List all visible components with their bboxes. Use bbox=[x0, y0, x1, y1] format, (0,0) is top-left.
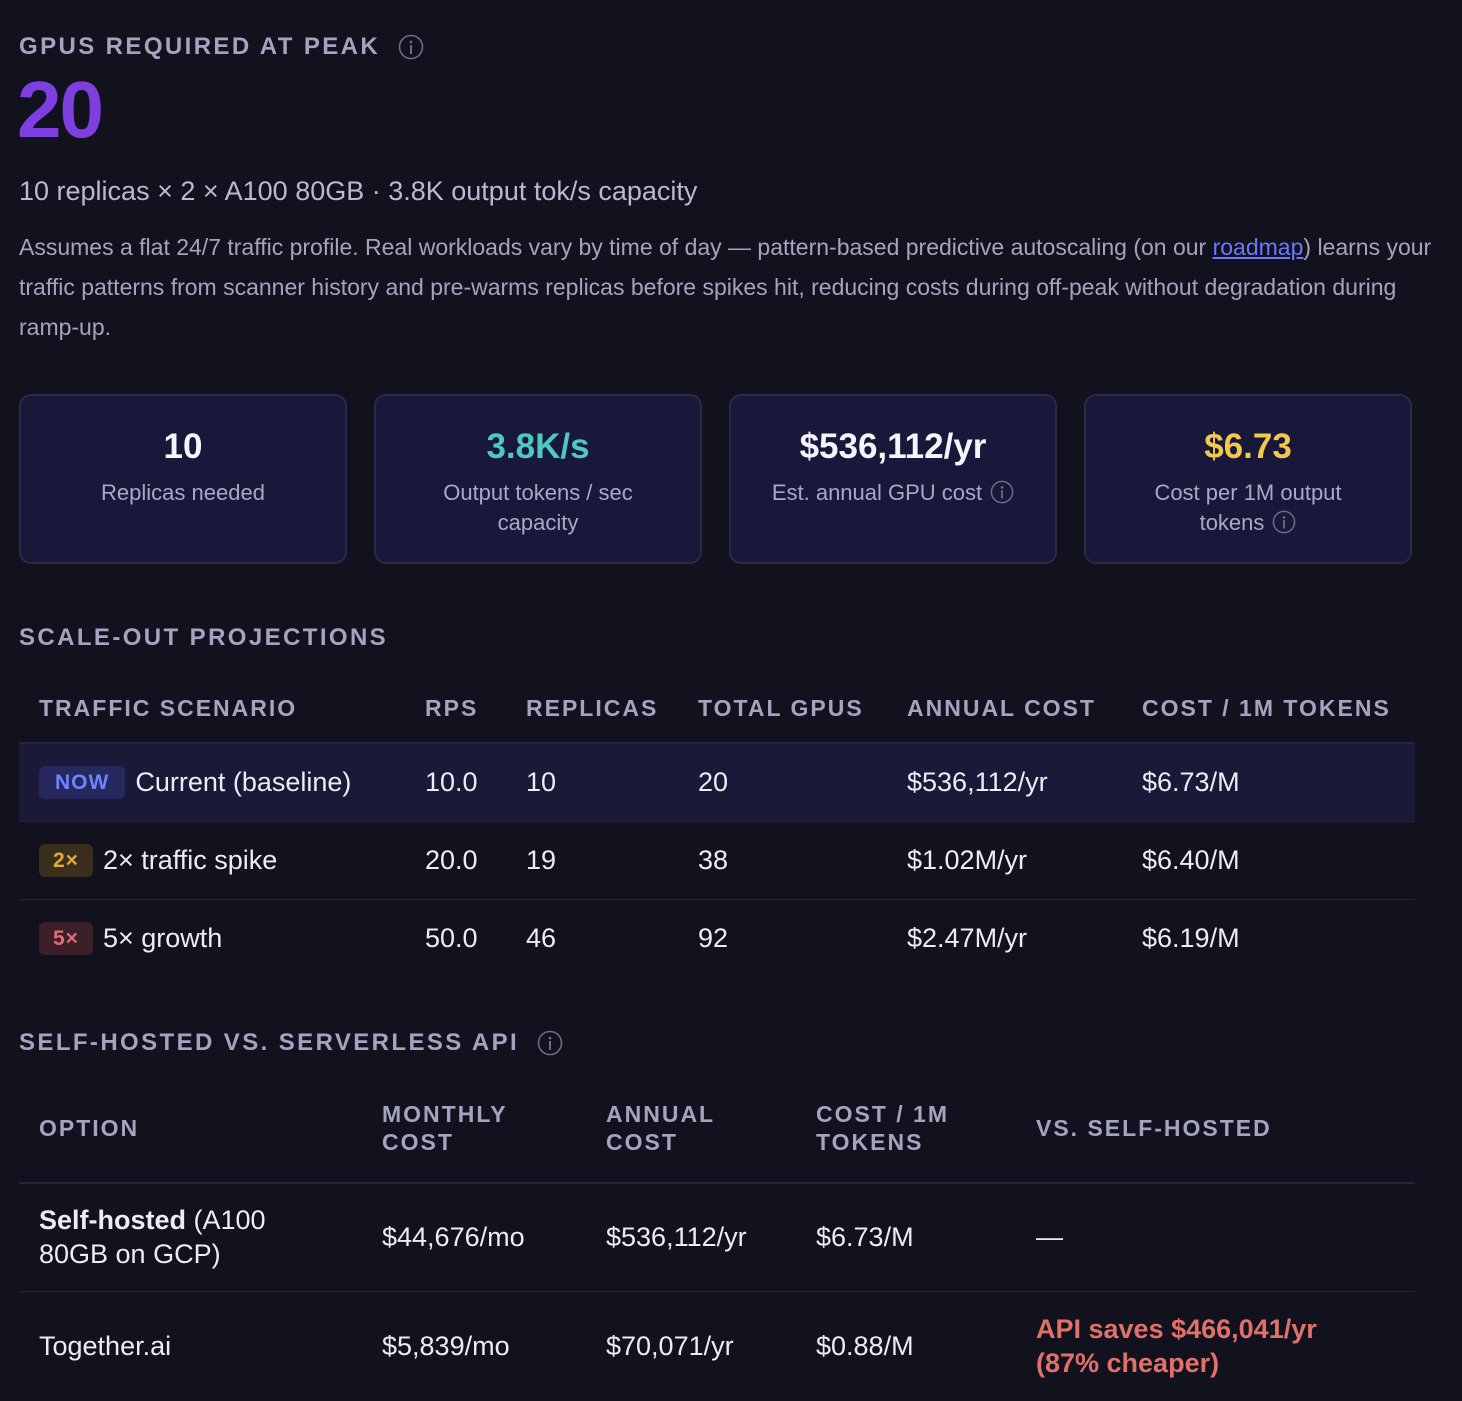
column-header[interactable]: COST / 1M TOKENS bbox=[796, 1073, 1016, 1184]
annual-cost-cell: $536,112/yr bbox=[907, 766, 1048, 797]
stat-card-cost-per-million: $6.73 Cost per 1M output tokens bbox=[1084, 394, 1412, 564]
info-icon[interactable] bbox=[1272, 510, 1296, 534]
annual-cost-cell: $70,071/yr bbox=[606, 1331, 734, 1362]
scenario-cell: 2× 2× traffic spike bbox=[19, 821, 405, 899]
stat-label-text: Cost per 1M output tokens bbox=[1154, 480, 1342, 535]
cost-per-million-cell: $6.73/M bbox=[816, 1222, 914, 1253]
roadmap-link[interactable]: roadmap bbox=[1212, 234, 1304, 260]
column-header[interactable]: VS. SELF-HOSTED bbox=[1016, 1073, 1415, 1184]
rps-cell: 20.0 bbox=[425, 844, 478, 875]
table-row: NOW Current (baseline) 10.0 10 20 $536,1… bbox=[19, 743, 1415, 821]
traffic-assumption-note: Assumes a flat 24/7 traffic profile. Rea… bbox=[19, 227, 1439, 347]
table-header-row: TRAFFIC SCENARIO RPS REPLICAS TOTAL GPUS… bbox=[19, 673, 1415, 744]
column-header[interactable]: ANNUAL COST bbox=[887, 673, 1122, 744]
info-icon[interactable] bbox=[537, 1030, 563, 1056]
stat-value: 10 bbox=[163, 427, 203, 466]
column-header[interactable]: COST / 1M TOKENS bbox=[1122, 673, 1415, 744]
cost-per-million-cell: $6.40/M bbox=[1142, 844, 1240, 875]
column-header[interactable]: OPTION bbox=[19, 1073, 362, 1184]
stat-label: Replicas needed bbox=[48, 478, 318, 508]
total-gpus-cell: 38 bbox=[698, 844, 729, 875]
scale-out-table: TRAFFIC SCENARIO RPS REPLICAS TOTAL GPUS… bbox=[19, 673, 1415, 977]
total-gpus-cell: 20 bbox=[698, 766, 729, 797]
rps-cell: 50.0 bbox=[425, 922, 478, 953]
column-header[interactable]: MONTHLY COST bbox=[362, 1073, 586, 1184]
monthly-cost-cell: $5,839/mo bbox=[382, 1331, 510, 1362]
scenario-cell: 5× 5× growth bbox=[19, 899, 405, 977]
column-header[interactable]: REPLICAS bbox=[506, 673, 678, 744]
scenario-name: 5× growth bbox=[102, 922, 223, 953]
table-row: 2× 2× traffic spike 20.0 19 38 $1.02M/yr… bbox=[19, 821, 1415, 899]
multiplier-badge: 2× bbox=[39, 843, 93, 877]
table-row: Self-hosted (A100 80GB on GCP) $44,676/m… bbox=[19, 1183, 1415, 1291]
vs-self-hosted-cell: API saves $466,041/yr (87% cheaper) bbox=[1016, 1291, 1415, 1401]
option-cell: Together.ai bbox=[39, 1331, 172, 1362]
table-row: 5× 5× growth 50.0 46 92 $2.47M/yr $6.19/… bbox=[19, 899, 1415, 977]
cost-per-million-cell: $0.88/M bbox=[816, 1331, 914, 1362]
stat-label-text: Replicas needed bbox=[101, 480, 265, 505]
cost-per-million-cell: $6.73/M bbox=[1142, 766, 1240, 797]
stat-card-annual-cost: $536,112/yr Est. annual GPU cost bbox=[729, 394, 1057, 564]
scale-out-title: SCALE-OUT PROJECTIONS bbox=[19, 624, 388, 652]
note-text-after: ) learns your traffic patterns from scan… bbox=[19, 234, 1432, 340]
gpu-config-subtitle: 10 replicas × 2 × A100 80GB · 3.8K outpu… bbox=[19, 176, 698, 206]
scale-out-title-text: SCALE-OUT PROJECTIONS bbox=[19, 624, 389, 651]
api-compare-table: OPTION MONTHLY COST ANNUAL COST COST / 1… bbox=[19, 1073, 1415, 1401]
column-header[interactable]: TOTAL GPUS bbox=[678, 673, 887, 744]
table-header-row: OPTION MONTHLY COST ANNUAL COST COST / 1… bbox=[19, 1073, 1415, 1184]
stat-label-text: Est. annual GPU cost bbox=[771, 480, 983, 505]
option-detail: (A100 80GB on GCP) bbox=[39, 1205, 266, 1270]
annual-cost-cell: $1.02M/yr bbox=[907, 844, 1028, 875]
gpu-count-value: 20 bbox=[17, 65, 104, 154]
note-text-before: Assumes a flat 24/7 traffic profile. Rea… bbox=[19, 234, 1213, 260]
column-header[interactable]: RPS bbox=[405, 673, 506, 744]
api-compare-title: SELF-HOSTED VS. SERVERLESS API bbox=[19, 1029, 520, 1056]
gpus-required-label: GPUS REQUIRED AT PEAK bbox=[19, 33, 424, 61]
stat-label: Output tokens / sec capacity bbox=[403, 478, 673, 538]
stat-value: $6.73 bbox=[1204, 427, 1292, 466]
info-icon[interactable] bbox=[398, 34, 424, 60]
now-badge: NOW bbox=[39, 765, 126, 799]
stat-value: $536,112/yr bbox=[799, 427, 987, 466]
info-icon[interactable] bbox=[990, 480, 1014, 504]
annual-cost-cell: $536,112/yr bbox=[606, 1222, 747, 1253]
scenario-cell: NOW Current (baseline) bbox=[19, 743, 405, 821]
gpus-required-title: GPUS REQUIRED AT PEAK bbox=[19, 33, 381, 60]
option-name: Self-hosted bbox=[39, 1205, 187, 1236]
stat-card-throughput: 3.8K/s Output tokens / sec capacity bbox=[374, 394, 702, 564]
rps-cell: 10.0 bbox=[425, 766, 478, 797]
vs-self-hosted-cell: — bbox=[1036, 1222, 1063, 1253]
column-header[interactable]: TRAFFIC SCENARIO bbox=[19, 673, 405, 744]
replicas-cell: 19 bbox=[526, 844, 557, 875]
column-header[interactable]: ANNUAL COST bbox=[586, 1073, 796, 1184]
table-row: Together.ai $5,839/mo $70,071/yr $0.88/M… bbox=[19, 1291, 1415, 1401]
scenario-name: Current (baseline) bbox=[135, 766, 352, 797]
monthly-cost-cell: $44,676/mo bbox=[382, 1222, 525, 1253]
cost-per-million-cell: $6.19/M bbox=[1142, 922, 1240, 953]
replicas-cell: 46 bbox=[526, 922, 557, 953]
stat-card-replicas: 10 Replicas needed bbox=[19, 394, 347, 564]
savings-text: API saves $466,041/yr (87% cheaper) bbox=[1036, 1314, 1317, 1379]
stat-label: Est. annual GPU cost bbox=[743, 478, 1043, 508]
annual-cost-cell: $2.47M/yr bbox=[907, 922, 1028, 953]
option-cell: Self-hosted (A100 80GB on GCP) bbox=[19, 1183, 362, 1291]
api-compare-label: SELF-HOSTED VS. SERVERLESS API bbox=[19, 1029, 563, 1057]
stat-value: 3.8K/s bbox=[486, 427, 590, 466]
scenario-name: 2× traffic spike bbox=[102, 844, 278, 875]
stat-label-text: Output tokens / sec capacity bbox=[443, 480, 633, 535]
multiplier-badge: 5× bbox=[39, 921, 93, 955]
stat-label: Cost per 1M output tokens bbox=[1128, 478, 1368, 538]
replicas-cell: 10 bbox=[526, 766, 557, 797]
total-gpus-cell: 92 bbox=[698, 922, 729, 953]
